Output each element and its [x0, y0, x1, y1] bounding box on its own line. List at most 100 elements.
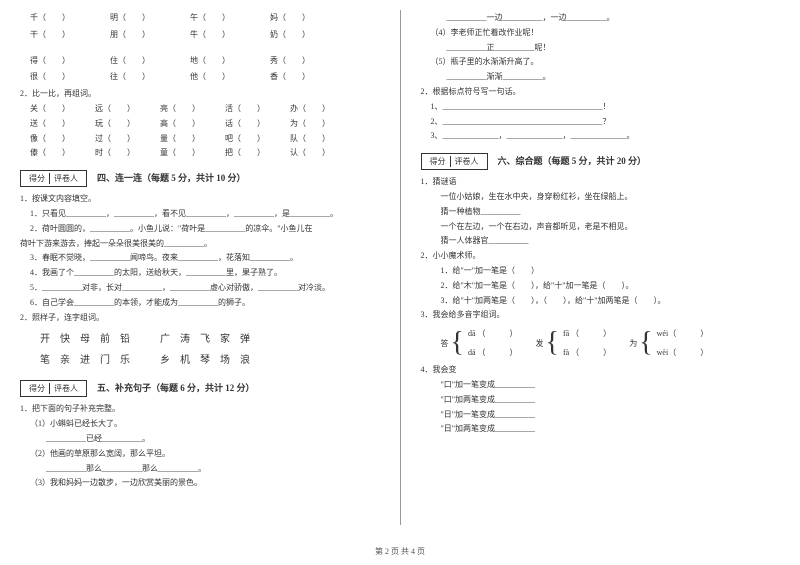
q5-cont: __________一边__________，一边__________。 （4）…: [421, 12, 781, 84]
cell: 办（ ）: [290, 103, 355, 116]
item: 2、______________________________________…: [431, 116, 781, 129]
item: 6．自己学会__________的本领，才能成为__________的狮子。: [30, 297, 380, 310]
brace-group: 答 { dā （ ） dá （ ）: [441, 328, 518, 358]
pair-row: 他（ ）: [190, 71, 270, 84]
brace-group: 发 { fā （ ） fà （ ）: [536, 328, 612, 358]
question-label: 1．把下面的句子补充完整。: [20, 403, 380, 416]
cell: 活（ ）: [225, 103, 290, 116]
question-label: 2．照样子，连字组词。: [20, 312, 380, 325]
brace-item: fà （ ）: [563, 347, 611, 358]
section-4-title: 四、连一连（每题 5 分，共计 10 分）: [97, 173, 246, 183]
pair-row: 秀（ ）: [270, 55, 350, 68]
item: （3）我和妈妈一边散步，一边欣赏美丽的景色。: [30, 477, 380, 490]
question-label: 2．比一比，再组词。: [20, 88, 380, 101]
pair-block-1: 千（ ）明（ ）午（ ）妈（ ） 干（ ）朋（ ）牛（ ）奶（ ） 得（ ）住（…: [20, 10, 380, 86]
item: 4．我画了个__________的太阳，送给秋天，__________里，果子熟…: [30, 267, 380, 280]
char-row-2: 笔亲进门乐 乡机琴场浪: [40, 351, 380, 366]
item: 1、______________________________________…: [431, 101, 781, 114]
brace-label: 发: [536, 338, 544, 349]
pair-row: 朋（ ）: [110, 29, 190, 42]
pair-row: 往（ ）: [110, 71, 190, 84]
item: 1．给"一"加一笔是（ ）: [441, 265, 781, 278]
section-5-title: 五、补充句子（每题 6 分，共计 12 分）: [97, 383, 255, 393]
brace-item: fā （ ）: [563, 328, 611, 339]
item: 3、______________，______________，________…: [431, 130, 781, 143]
brace-icon: {: [451, 332, 464, 354]
pair-row: 牛（ ）: [190, 29, 270, 42]
item: "口"加两笔变成__________: [441, 394, 781, 407]
cell: 过（ ）: [95, 133, 160, 146]
cell: 吧（ ）: [225, 133, 290, 146]
cell: 话（ ）: [225, 118, 290, 131]
brace-groups-row: 答 { dā （ ） dá （ ） 发 { fā （ ） fà （ ） 为 {: [421, 324, 781, 362]
brace-items: dā （ ） dá （ ）: [468, 328, 518, 358]
pair-row: 妈（ ）: [270, 12, 350, 25]
brace-icon: {: [546, 332, 559, 354]
score-label: 得分: [25, 383, 50, 394]
left-column: 千（ ）明（ ）午（ ）妈（ ） 干（ ）朋（ ）牛（ ）奶（ ） 得（ ）住（…: [0, 0, 400, 535]
pair-row: 住（ ）: [110, 55, 190, 68]
grader-label: 评卷人: [451, 156, 483, 167]
cell: 玩（ ）: [95, 118, 160, 131]
pair-row: 奶（ ）: [270, 29, 350, 42]
right-column: __________一边__________，一边__________。 （4）…: [401, 0, 800, 535]
question-label: 4．我会变: [421, 364, 781, 377]
item: "口"加一笔变成__________: [441, 379, 781, 392]
q6-1-items: 一位小姑娘，生在水中央，身穿粉红衫，坐在绿船上。 猜一种植物__________…: [421, 191, 781, 248]
brace-item: wéi（ ）: [657, 328, 709, 339]
pair-row: 香（ ）: [270, 71, 350, 84]
pair-row: 地（ ）: [190, 55, 270, 68]
brace-item: dá （ ）: [468, 347, 518, 358]
q5-2-items: 1、______________________________________…: [421, 101, 781, 143]
cell: 傣（ ）: [30, 147, 95, 160]
brace-label: 为: [629, 338, 637, 349]
pair-row: 很（ ）: [30, 71, 110, 84]
item: __________正__________呢！: [431, 42, 781, 55]
pair-row: 干（ ）: [30, 29, 110, 42]
item: （5）瓶子里的水渐渐升高了。: [431, 56, 781, 69]
char-row-1: 开快母前铅 广涛飞家弹: [40, 330, 380, 345]
item: 2．荷叶圆圆的，__________。小鱼儿说："荷叶是__________的凉…: [30, 223, 380, 236]
cell: 远（ ）: [95, 103, 160, 116]
item: 一位小姑娘，生在水中央，身穿粉红衫，坐在绿船上。: [441, 191, 781, 204]
score-label: 得分: [426, 156, 451, 167]
cell: 亮（ ）: [160, 103, 225, 116]
pair-row: 送（ ）玩（ ）高（ ）话（ ）为（ ）: [30, 118, 380, 131]
pair-row: 得（ ）: [30, 55, 110, 68]
score-box: 得分评卷人: [421, 153, 488, 170]
item: 荷叶下游来游去，捧起一朵朵很美很美的__________。: [20, 238, 380, 251]
score-box: 得分评卷人: [20, 380, 87, 397]
item: 猜一种植物__________: [441, 206, 781, 219]
question-label: 1．按课文内容填空。: [20, 193, 380, 206]
question-label: 3．我会给多音字组词。: [421, 309, 781, 322]
brace-group: 为 { wéi（ ） wèi（ ）: [629, 328, 708, 358]
item: 猜一人体器官__________: [441, 235, 781, 248]
item: （2）他画的草原那么宽阔，那么平坦。: [30, 448, 380, 461]
brace-items: fā （ ） fà （ ）: [563, 328, 611, 358]
item: 2．给"木"加一笔是（ ），给"十"加一笔是（ ）。: [441, 280, 781, 293]
cell: 把（ ）: [225, 147, 290, 160]
brace-icon: {: [639, 332, 652, 354]
pair-row: 傣（ ）时（ ）童（ ）把（ ）认（ ）: [30, 147, 380, 160]
cell: 量（ ）: [160, 133, 225, 146]
cell: 像（ ）: [30, 133, 95, 146]
page-container: 千（ ）明（ ）午（ ）妈（ ） 干（ ）朋（ ）牛（ ）奶（ ） 得（ ）住（…: [0, 0, 800, 535]
score-label: 得分: [25, 173, 50, 184]
question-label: 1．猜谜语: [421, 176, 781, 189]
item: 1．只看见__________，__________，看不见__________…: [30, 208, 380, 221]
cell: 童（ ）: [160, 147, 225, 160]
pair-row: 千（ ）: [30, 12, 110, 25]
brace-label: 答: [441, 338, 449, 349]
cell: 认（ ）: [290, 147, 355, 160]
pair-block-2: 关（ ）远（ ）亮（ ）活（ ）办（ ） 送（ ）玩（ ）高（ ）话（ ）为（ …: [20, 103, 380, 160]
item: __________一边__________，一边__________。: [431, 12, 781, 25]
pair-row: 像（ ）过（ ）量（ ）吧（ ）队（ ）: [30, 133, 380, 146]
brace-item: dā （ ）: [468, 328, 518, 339]
item: （1）小蝌蚪已经长大了。: [30, 418, 380, 431]
q6-2-items: 1．给"一"加一笔是（ ） 2．给"木"加一笔是（ ），给"十"加一笔是（ ）。…: [421, 265, 781, 307]
question-label: 2．根据标点符号写一句话。: [421, 86, 781, 99]
q6-4-items: "口"加一笔变成__________ "口"加两笔变成__________ "日…: [421, 379, 781, 436]
pair-row: 关（ ）远（ ）亮（ ）活（ ）办（ ）: [30, 103, 380, 116]
cell: 为（ ）: [290, 118, 355, 131]
grader-label: 评卷人: [50, 383, 82, 394]
